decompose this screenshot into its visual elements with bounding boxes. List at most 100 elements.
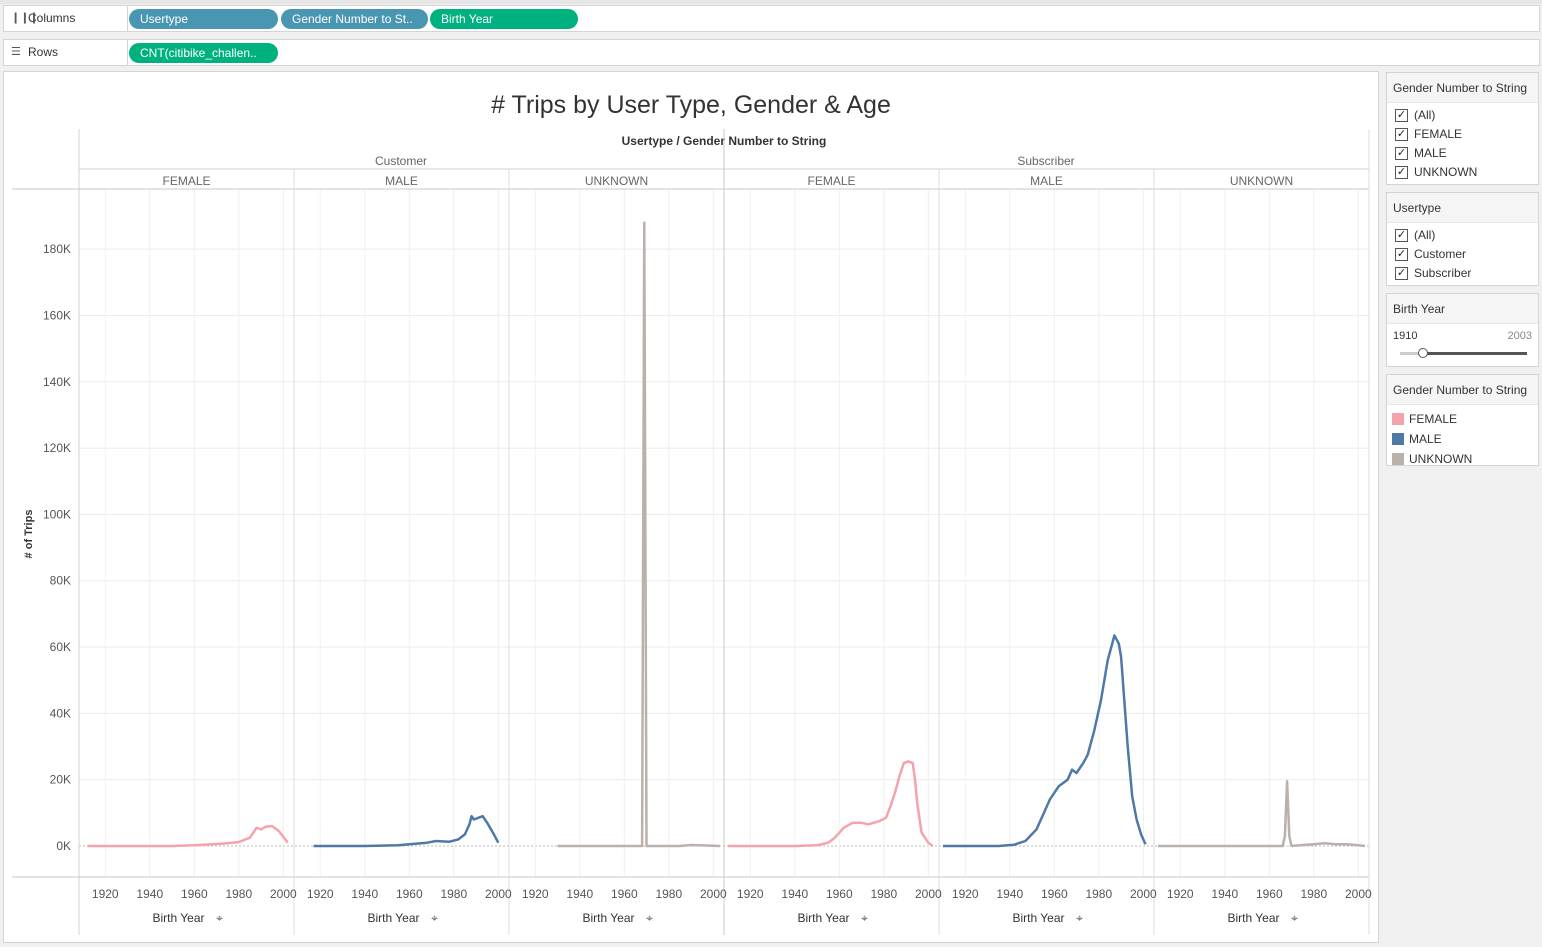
axis-labels: 0K 20K 40K 60K 80K 100K 120K 140K 160K 180K 1920 19…	[43, 174, 1372, 925]
series-line-customer-unknown	[557, 221, 721, 848]
usertype-pill[interactable]: Usertype	[129, 9, 278, 29]
legend-swatch	[1392, 433, 1404, 445]
x-tick-label: 1980	[1300, 887, 1327, 901]
chart-title: # Trips by User Type, Gender & Age	[491, 91, 891, 119]
x-tick-label: 1980	[870, 887, 897, 901]
x-tick-label: 1960	[611, 887, 638, 901]
usertype-filter-item-subscriber[interactable]: ✓ Subscriber	[1395, 266, 1472, 280]
series-line-subscriber-male	[943, 634, 1147, 848]
rows-shelf: ☰ Rows CNT(citibike_challen..	[3, 39, 1540, 66]
checkbox-icon[interactable]: ✓	[1395, 166, 1408, 179]
legend-item-male[interactable]: MALE	[1387, 429, 1538, 449]
usertype-filter-item-all[interactable]: ✓ (All)	[1395, 228, 1436, 242]
legend-item-female[interactable]: FEMALE	[1387, 409, 1538, 429]
legend-item-unknown[interactable]: UNKNOWN	[1387, 449, 1538, 469]
gender-header: FEMALE	[162, 174, 210, 188]
x-tick-label: 1960	[826, 887, 853, 901]
x-tick-label: 2000	[1345, 887, 1372, 901]
pin-icon: ⌖	[1076, 911, 1083, 925]
x-tick-label: 1980	[225, 887, 252, 901]
y-tick-label: 160K	[43, 308, 71, 322]
x-axis-label: Birth Year	[1227, 911, 1279, 925]
y-tick-label: 100K	[43, 507, 71, 521]
slider-handle[interactable]	[1418, 348, 1428, 358]
legend-title: Gender Number to String	[1387, 375, 1538, 405]
gender-header: FEMALE	[807, 174, 855, 188]
x-tick-label: 1920	[737, 887, 764, 901]
x-tick-label: 1940	[566, 887, 593, 901]
x-tick-label: 1960	[181, 887, 208, 901]
columns-icon: ❙❙❙	[11, 12, 39, 24]
top-strip	[0, 0, 1542, 4]
gender-filter-title: Gender Number to String	[1387, 73, 1538, 103]
x-tick-label: 1940	[136, 887, 163, 901]
gender-filter-item-female[interactable]: ✓ FEMALE	[1395, 127, 1463, 141]
gender-filter-item-male[interactable]: ✓ MALE	[1395, 146, 1447, 160]
rows-shelf-label: ☰ Rows	[4, 40, 128, 65]
x-tick-label: 2000	[270, 887, 297, 901]
x-tick-label: 2000	[485, 887, 512, 901]
checkbox-icon[interactable]: ✓	[1395, 248, 1408, 261]
gender-header: MALE	[385, 174, 418, 188]
slider-range	[1423, 352, 1527, 355]
x-tick-label: 1920	[522, 887, 549, 901]
x-tick-label: 1920	[952, 887, 979, 901]
legend-swatch	[1392, 413, 1404, 425]
checkbox-icon[interactable]: ✓	[1395, 267, 1408, 280]
y-tick-label: 140K	[43, 375, 71, 389]
usertype-header-customer: Customer	[375, 154, 427, 168]
usertype-header-subscriber: Subscriber	[1017, 154, 1074, 168]
x-tick-label: 1940	[351, 887, 378, 901]
x-axis-label: Birth Year	[1012, 911, 1064, 925]
x-tick-label: 1980	[440, 887, 467, 901]
pin-icon: ⌖	[646, 911, 653, 925]
x-tick-label: 1920	[307, 887, 334, 901]
usertype-filter-item-customer[interactable]: ✓ Customer	[1395, 247, 1467, 261]
x-tick-label: 1980	[1085, 887, 1112, 901]
x-axis-label: Birth Year	[582, 911, 634, 925]
x-tick-label: 1940	[1211, 887, 1238, 901]
chart-svg: # Trips by User Type, Gender & Age Usert…	[12, 91, 1372, 935]
usertype-filter-title: Usertype	[1387, 193, 1538, 223]
gender-filter-item-all[interactable]: ✓ (All)	[1395, 108, 1436, 122]
series-line-subscriber-female	[728, 760, 934, 848]
series-line-customer-female	[87, 824, 289, 848]
birth-year-filter-title: Birth Year	[1387, 294, 1538, 324]
x-axis-label: Birth Year	[152, 911, 204, 925]
x-tick-label: 1960	[396, 887, 423, 901]
x-tick-label: 1960	[1041, 887, 1068, 901]
birth-year-max: 2003	[1507, 330, 1532, 342]
y-tick-label: 40K	[50, 706, 71, 720]
birth-year-pill[interactable]: Birth Year	[430, 9, 578, 29]
series-lines	[87, 221, 1366, 848]
gender-header: UNKNOWN	[585, 174, 648, 188]
pin-icon: ⌖	[861, 911, 868, 925]
x-tick-label: 1940	[781, 887, 808, 901]
checkbox-icon[interactable]: ✓	[1395, 128, 1408, 141]
x-tick-label: 1920	[1167, 887, 1194, 901]
series-line-subscriber-unknown	[1158, 780, 1366, 848]
checkbox-icon[interactable]: ✓	[1395, 109, 1408, 122]
columns-shelf: ❙❙❙ Columns Usertype Gender Number to St…	[3, 5, 1540, 32]
count-pill[interactable]: CNT(citibike_challen..	[129, 43, 278, 63]
gender-header: MALE	[1030, 174, 1063, 188]
x-tick-label: 2000	[1130, 887, 1157, 901]
x-tick-label: 2000	[915, 887, 942, 901]
x-tick-label: 1920	[92, 887, 119, 901]
series-line-customer-male	[313, 814, 500, 848]
gender-filter-item-unknown[interactable]: ✓ UNKNOWN	[1395, 165, 1478, 179]
checkbox-icon[interactable]: ✓	[1395, 229, 1408, 242]
y-axis-label: # of Trips	[23, 510, 35, 559]
gender-filter-card: Gender Number to String ✓ (All) ✓ FEMALE ✓…	[1386, 72, 1539, 185]
checkbox-icon[interactable]: ✓	[1395, 147, 1408, 160]
birth-year-min: 1910	[1393, 330, 1418, 342]
y-tick-label: 120K	[43, 441, 71, 455]
pin-icon: ⌖	[431, 911, 438, 925]
rows-icon: ☰	[11, 46, 21, 58]
pin-icon: ⌖	[216, 911, 223, 925]
x-axis-label: Birth Year	[797, 911, 849, 925]
gender-pill[interactable]: Gender Number to St..	[281, 9, 428, 29]
y-tick-label: 0K	[56, 839, 71, 853]
y-tick-label: 60K	[50, 640, 71, 654]
chart-view[interactable]: # Trips by User Type, Gender & Age Usert…	[3, 71, 1379, 943]
